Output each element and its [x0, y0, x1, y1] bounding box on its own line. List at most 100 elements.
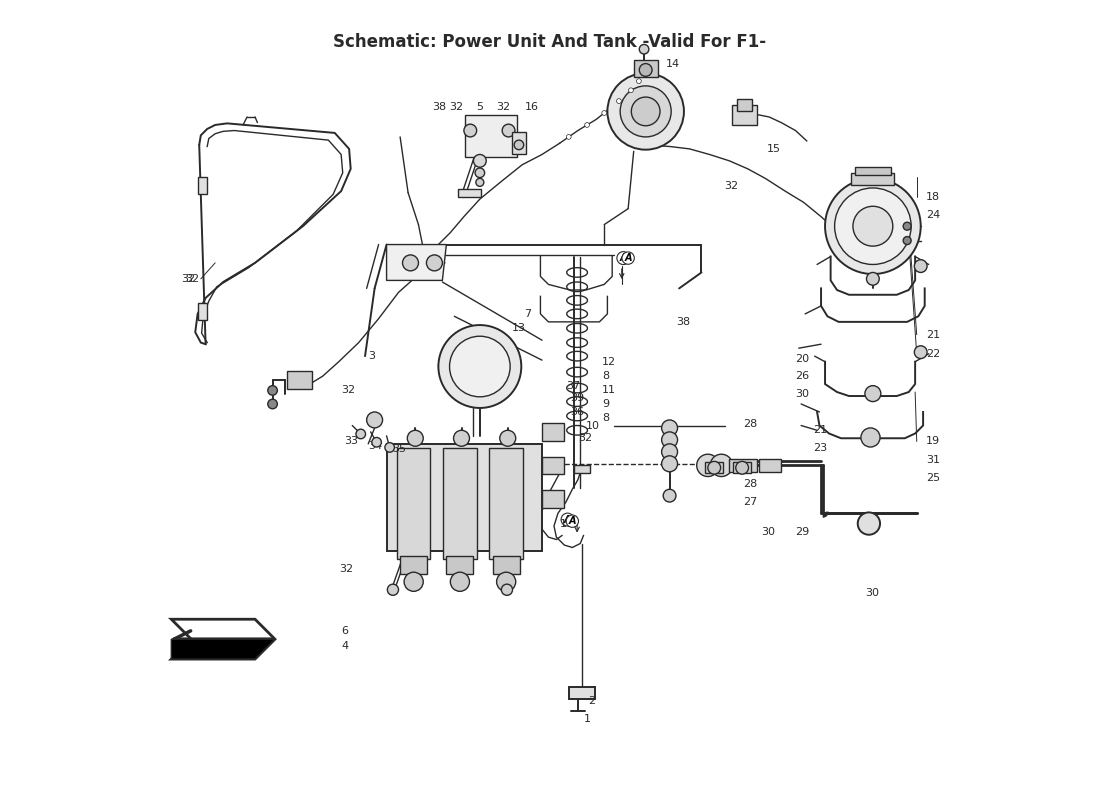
Text: 31: 31 [926, 454, 940, 465]
Bar [634, 59, 658, 77]
Bar [574, 466, 590, 474]
Text: 12: 12 [602, 357, 616, 366]
Circle shape [473, 154, 486, 167]
Circle shape [867, 273, 879, 285]
Circle shape [711, 454, 733, 477]
Bar [198, 177, 207, 194]
Circle shape [475, 168, 485, 178]
Bar [287, 371, 312, 389]
Circle shape [628, 88, 634, 93]
Text: 8: 8 [602, 413, 609, 422]
Bar [705, 462, 723, 474]
Circle shape [267, 399, 277, 409]
Text: 17: 17 [560, 518, 574, 529]
Circle shape [903, 222, 911, 230]
Bar [851, 173, 894, 185]
Circle shape [585, 122, 590, 127]
Text: 32: 32 [339, 564, 353, 574]
Circle shape [835, 188, 911, 265]
Bar [542, 490, 564, 508]
Text: 25: 25 [926, 473, 940, 483]
Circle shape [602, 110, 606, 115]
Circle shape [453, 430, 470, 446]
Circle shape [503, 124, 515, 137]
Circle shape [736, 462, 748, 474]
Text: 21: 21 [926, 330, 940, 340]
Circle shape [496, 572, 516, 591]
Text: 7: 7 [525, 309, 531, 319]
Circle shape [439, 325, 521, 408]
Text: 14: 14 [666, 58, 680, 69]
Polygon shape [386, 245, 447, 281]
Bar [386, 444, 542, 551]
Bar [737, 99, 751, 111]
Text: 36: 36 [570, 407, 584, 417]
Circle shape [499, 430, 516, 446]
Text: 20: 20 [795, 354, 810, 363]
Bar [443, 448, 476, 559]
Text: 13: 13 [512, 323, 526, 334]
Circle shape [366, 412, 383, 428]
Circle shape [663, 490, 676, 502]
Text: 32: 32 [450, 102, 464, 112]
Circle shape [914, 260, 927, 273]
Bar [734, 462, 751, 474]
Text: 19: 19 [926, 437, 940, 446]
Circle shape [914, 346, 927, 358]
Text: 5: 5 [476, 102, 484, 112]
Circle shape [450, 336, 510, 397]
Bar [198, 302, 207, 320]
Text: 30: 30 [795, 389, 810, 398]
Circle shape [404, 572, 424, 591]
Text: 10: 10 [586, 421, 600, 430]
Circle shape [385, 442, 395, 452]
Text: 21: 21 [813, 426, 827, 435]
Polygon shape [172, 639, 275, 659]
Circle shape [372, 438, 382, 447]
Bar [542, 457, 564, 474]
Text: 16: 16 [525, 102, 539, 112]
Circle shape [427, 255, 442, 271]
Text: 35: 35 [392, 445, 406, 454]
Text: 32: 32 [578, 434, 592, 443]
Circle shape [861, 428, 880, 447]
Bar [569, 687, 595, 699]
Circle shape [464, 124, 476, 137]
Text: 27: 27 [742, 497, 757, 507]
Circle shape [661, 432, 678, 448]
Text: 32: 32 [182, 274, 196, 284]
Bar [855, 167, 891, 175]
Text: 4: 4 [341, 641, 349, 650]
Circle shape [903, 237, 911, 245]
Bar [459, 189, 481, 197]
Text: 32: 32 [341, 386, 355, 395]
Text: Schematic: Power Unit And Tank -Valid For F1-: Schematic: Power Unit And Tank -Valid Fo… [333, 34, 767, 51]
Circle shape [407, 430, 424, 446]
Circle shape [566, 134, 571, 139]
Text: 33: 33 [344, 437, 359, 446]
Circle shape [450, 572, 470, 591]
Bar [512, 132, 526, 154]
Text: 26: 26 [795, 371, 810, 381]
Circle shape [852, 206, 893, 246]
Text: 32: 32 [724, 182, 738, 191]
Text: A: A [564, 514, 571, 525]
Bar [490, 448, 522, 559]
Circle shape [696, 454, 719, 477]
Bar [729, 459, 757, 472]
Circle shape [639, 63, 652, 76]
Circle shape [267, 386, 277, 395]
Text: 24: 24 [926, 210, 940, 220]
Text: 3: 3 [368, 351, 375, 361]
Text: 30: 30 [865, 588, 879, 598]
Text: 15: 15 [767, 144, 781, 154]
Circle shape [631, 97, 660, 126]
Bar [400, 556, 427, 574]
Text: 28: 28 [742, 478, 757, 489]
Text: 22: 22 [926, 349, 940, 358]
Circle shape [661, 456, 678, 472]
Bar [732, 105, 757, 125]
Circle shape [865, 386, 881, 402]
Text: 23: 23 [813, 443, 827, 453]
Text: 11: 11 [602, 386, 616, 395]
